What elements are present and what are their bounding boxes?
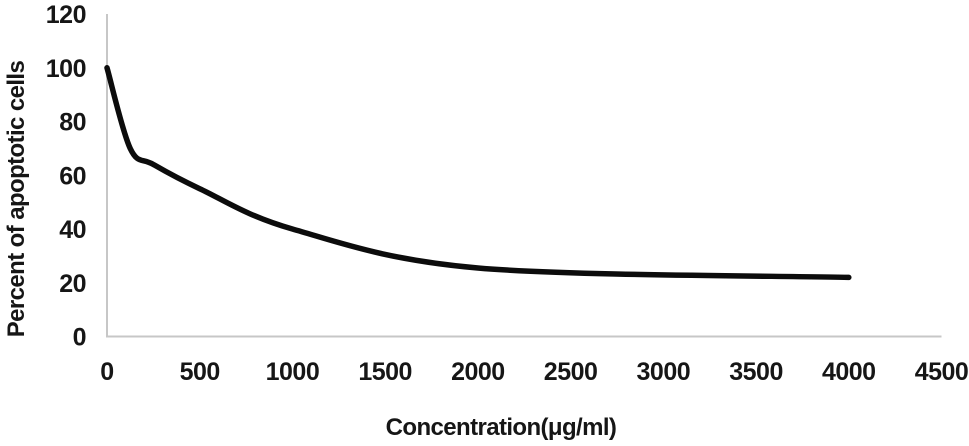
x-tick-label: 4500: [915, 358, 969, 386]
x-tick-label: 2000: [451, 358, 505, 386]
y-tick-label: 40: [59, 216, 86, 244]
y-axis-title: Percent of apoptotic cells: [3, 61, 30, 338]
x-tick-label: 1000: [266, 358, 320, 386]
x-axis-title: Concentration(μg/ml): [386, 414, 617, 441]
x-tick-label: 3500: [729, 358, 783, 386]
x-axis-tick-labels: 0 500 1000 1500 2000 2500 3000 3500 4000 4500: [100, 358, 969, 386]
x-tick-label: 2500: [544, 358, 598, 386]
y-tick-label: 120: [46, 1, 86, 29]
y-tick-label: 80: [59, 109, 86, 137]
y-tick-label: 0: [73, 324, 86, 352]
x-tick-label: 4000: [822, 358, 876, 386]
y-tick-label: 100: [46, 55, 86, 83]
y-tick-label: 60: [59, 162, 86, 190]
x-tick-label: 3000: [637, 358, 691, 386]
axis-lines: [106, 14, 942, 338]
x-tick-label: 0: [100, 358, 113, 386]
x-tick-label: 1500: [358, 358, 412, 386]
y-tick-label: 20: [59, 270, 86, 298]
y-axis-tick-labels: 0 20 40 60 80 100 120: [46, 1, 87, 352]
data-line-percent-apoptotic-cells: [104, 65, 852, 281]
x-tick-label: 500: [180, 358, 220, 386]
